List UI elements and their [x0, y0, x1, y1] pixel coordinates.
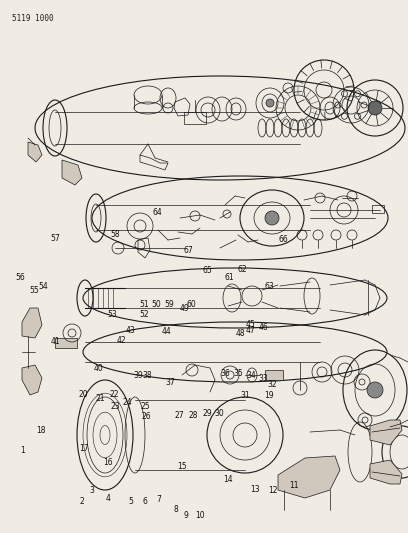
Text: 17: 17 [79, 445, 89, 453]
Circle shape [367, 382, 383, 398]
Text: 66: 66 [279, 236, 288, 244]
Text: 5119 1000: 5119 1000 [12, 14, 53, 23]
Polygon shape [22, 308, 42, 338]
Text: 1: 1 [20, 446, 25, 455]
Text: 60: 60 [186, 301, 196, 309]
Text: 26: 26 [141, 413, 151, 421]
Text: 5: 5 [128, 497, 133, 505]
Text: 58: 58 [110, 230, 120, 239]
Text: 52: 52 [139, 310, 149, 319]
Polygon shape [28, 142, 42, 162]
Text: 39: 39 [133, 372, 143, 380]
Text: 18: 18 [36, 426, 46, 435]
Circle shape [266, 99, 274, 107]
Text: 56: 56 [16, 273, 25, 281]
Text: 67: 67 [184, 246, 193, 255]
Text: 32: 32 [268, 381, 277, 389]
Text: 25: 25 [140, 402, 150, 410]
Text: 33: 33 [258, 374, 268, 383]
Bar [372, 205, 384, 213]
Text: 43: 43 [126, 326, 135, 335]
Text: 65: 65 [202, 266, 212, 275]
Text: 47: 47 [246, 326, 256, 335]
Polygon shape [62, 160, 82, 185]
Text: 61: 61 [224, 273, 234, 281]
Text: 34: 34 [246, 372, 256, 380]
Text: 54: 54 [38, 282, 48, 291]
Text: 57: 57 [51, 235, 60, 243]
Polygon shape [370, 420, 402, 445]
Bar [55, 338, 77, 348]
Text: 53: 53 [107, 310, 117, 319]
Text: 7: 7 [157, 496, 162, 504]
Text: 23: 23 [110, 402, 120, 410]
Text: 59: 59 [164, 301, 174, 309]
Text: 9: 9 [183, 512, 188, 520]
Text: 21: 21 [95, 394, 105, 403]
Text: 51: 51 [139, 301, 149, 309]
Text: 45: 45 [246, 320, 256, 328]
Text: 19: 19 [264, 391, 274, 400]
Text: 44: 44 [162, 327, 171, 336]
Text: 50: 50 [152, 301, 162, 309]
Text: 31: 31 [240, 391, 250, 400]
Text: 8: 8 [173, 505, 178, 513]
Text: 12: 12 [268, 486, 278, 495]
Text: 35: 35 [234, 369, 244, 377]
Text: 4: 4 [106, 494, 111, 503]
Text: 41: 41 [51, 337, 60, 345]
Text: 27: 27 [175, 411, 184, 420]
Text: 63: 63 [264, 282, 274, 291]
Text: 20: 20 [79, 390, 89, 399]
Text: 11: 11 [289, 481, 299, 489]
Text: 36: 36 [221, 369, 231, 377]
Text: 6: 6 [142, 497, 147, 505]
Text: 29: 29 [202, 409, 212, 417]
Text: 38: 38 [143, 372, 153, 380]
Text: 28: 28 [188, 411, 198, 420]
Text: 55: 55 [29, 286, 39, 295]
Text: 22: 22 [109, 390, 119, 399]
Text: 49: 49 [180, 304, 189, 312]
Bar [265, 370, 283, 380]
Text: 42: 42 [117, 336, 126, 344]
Polygon shape [22, 365, 42, 395]
Text: 62: 62 [237, 265, 247, 273]
Circle shape [265, 211, 279, 225]
Polygon shape [370, 460, 402, 484]
Polygon shape [278, 456, 340, 498]
Text: 48: 48 [236, 329, 246, 338]
Circle shape [368, 101, 382, 115]
Text: 10: 10 [195, 512, 205, 520]
Bar [184, 112, 206, 124]
Text: 30: 30 [215, 409, 224, 417]
Text: 15: 15 [177, 463, 186, 471]
Text: 3: 3 [89, 486, 94, 495]
Text: 2: 2 [79, 497, 84, 505]
Text: 37: 37 [166, 378, 175, 387]
Text: 13: 13 [250, 485, 260, 494]
Text: 46: 46 [258, 323, 268, 332]
Text: 40: 40 [94, 365, 104, 373]
Text: 16: 16 [103, 458, 113, 467]
Text: 64: 64 [152, 208, 162, 216]
Text: 14: 14 [224, 475, 233, 484]
Text: 24: 24 [122, 398, 132, 407]
